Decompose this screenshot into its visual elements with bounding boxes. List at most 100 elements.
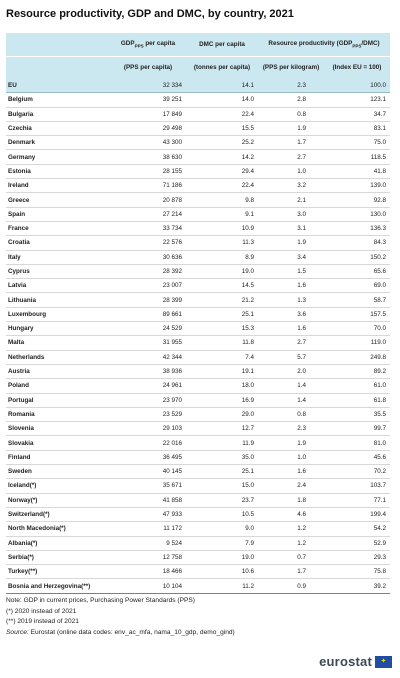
row-gdp: 30 636 — [110, 250, 186, 265]
row-gdp: 35 671 — [110, 478, 186, 494]
row-dmc: 22.4 — [186, 107, 258, 122]
row-index: 103.7 — [324, 478, 390, 494]
row-dmc: 19.0 — [186, 550, 258, 566]
row-resource-productivity: 0.8 — [258, 407, 324, 423]
row-country: Finland — [6, 450, 110, 466]
table-row: Latvia 23 007 14.5 1.6 69.0 — [6, 278, 390, 294]
row-index: 136.3 — [324, 221, 390, 237]
row-resource-productivity: 1.3 — [258, 292, 324, 308]
table-row: Estonia 28 155 29.4 1.0 41.8 — [6, 164, 390, 180]
row-gdp: 28 155 — [110, 164, 186, 180]
row-index: 81.0 — [324, 435, 390, 451]
row-country: Norway(*) — [6, 493, 110, 508]
row-index: 139.0 — [324, 178, 390, 194]
table-row: Serbia(*) 12 758 19.0 0.7 29.3 — [6, 550, 390, 566]
row-index: 119.0 — [324, 335, 390, 351]
row-gdp: 47 933 — [110, 507, 186, 523]
row-resource-productivity: 1.9 — [258, 235, 324, 251]
row-dmc: 23.7 — [186, 493, 258, 508]
row-resource-productivity: 1.6 — [258, 278, 324, 294]
table-row: Croatia 22 576 11.3 1.9 84.3 — [6, 235, 390, 251]
table-row: France 33 734 10.9 3.1 136.3 — [6, 221, 390, 237]
table-row: North Macedonia(*) 11 172 9.0 1.2 54.2 — [6, 521, 390, 537]
note-2020: (*) 2020 instead of 2021 — [6, 607, 77, 615]
row-country: Serbia(*) — [6, 550, 110, 566]
table-row: Finland 36 495 35.0 1.0 45.6 — [6, 450, 390, 466]
header-dmc-unit: (tonnes per capita) — [186, 56, 258, 79]
row-resource-productivity: 2.7 — [258, 335, 324, 351]
row-country: Slovenia — [6, 421, 110, 437]
header-resource-productivity: Resource productivity (GDPPPS/DMC) — [258, 33, 390, 57]
table-row: Czechia 29 498 15.5 1.9 83.1 — [6, 121, 390, 137]
row-country: Slovakia — [6, 435, 110, 451]
row-resource-productivity: 1.2 — [258, 536, 324, 551]
row-gdp: 27 214 — [110, 207, 186, 222]
table-body: EU 32 334 14.1 2.3 100.0 Belgium 39 251 14.0 2.8… — [6, 79, 390, 594]
row-resource-productivity: 2.0 — [258, 364, 324, 380]
row-dmc: 16.9 — [186, 393, 258, 408]
header-corner — [6, 33, 110, 57]
row-resource-productivity: 1.4 — [258, 393, 324, 408]
row-index: 118.5 — [324, 149, 390, 165]
row-gdp: 32 334 — [110, 79, 186, 94]
row-dmc: 9.8 — [186, 192, 258, 208]
table-row: Switzerland(*) 47 933 10.5 4.6 199.4 — [6, 507, 390, 523]
row-gdp: 33 734 — [110, 221, 186, 237]
row-index: 39.2 — [324, 578, 390, 594]
row-gdp: 40 145 — [110, 464, 186, 480]
row-gdp: 71 186 — [110, 178, 186, 194]
row-gdp: 43 300 — [110, 135, 186, 151]
row-country: Albania(*) — [6, 536, 110, 551]
row-dmc: 22.4 — [186, 178, 258, 194]
row-gdp: 39 251 — [110, 92, 186, 108]
row-index: 100.0 — [324, 79, 390, 94]
table-row: Portugal 23 970 16.9 1.4 61.8 — [6, 393, 390, 408]
eu-flag-icon: ✦ — [375, 655, 392, 668]
row-gdp: 29 103 — [110, 421, 186, 437]
row-resource-productivity: 1.6 — [258, 321, 324, 337]
table-row: Slovakia 22 016 11.9 1.9 81.0 — [6, 435, 390, 451]
row-country: Italy — [6, 250, 110, 265]
row-resource-productivity: 2.3 — [258, 421, 324, 437]
table-row: Malta 31 955 11.8 2.7 119.0 — [6, 335, 390, 351]
table-row: Belgium 39 251 14.0 2.8 123.1 — [6, 92, 390, 108]
row-country: Austria — [6, 364, 110, 380]
row-country: Croatia — [6, 235, 110, 251]
row-resource-productivity: 3.1 — [258, 221, 324, 237]
row-dmc: 14.2 — [186, 149, 258, 165]
table-row: Hungary 24 529 15.3 1.6 70.0 — [6, 321, 390, 337]
row-resource-productivity: 1.8 — [258, 493, 324, 508]
row-country: France — [6, 221, 110, 237]
row-gdp: 41 858 — [110, 493, 186, 508]
row-country: Estonia — [6, 164, 110, 180]
row-dmc: 10.6 — [186, 564, 258, 580]
row-index: 29.3 — [324, 550, 390, 566]
row-dmc: 12.7 — [186, 421, 258, 437]
page-title: Resource productivity, GDP and DMC, by c… — [6, 8, 294, 20]
row-gdp: 38 630 — [110, 149, 186, 165]
table-row: Austria 38 936 19.1 2.0 89.2 — [6, 364, 390, 380]
row-dmc: 29.0 — [186, 407, 258, 423]
row-resource-productivity: 2.7 — [258, 149, 324, 165]
row-index: 77.1 — [324, 493, 390, 508]
row-dmc: 9.1 — [186, 207, 258, 222]
row-gdp: 28 399 — [110, 292, 186, 308]
row-country: Netherlands — [6, 350, 110, 365]
row-dmc: 10.9 — [186, 221, 258, 237]
row-country: Lithuania — [6, 292, 110, 308]
table-row: Slovenia 29 103 12.7 2.3 99.7 — [6, 421, 390, 437]
row-country: Cyprus — [6, 264, 110, 280]
row-index: 54.2 — [324, 521, 390, 537]
row-gdp: 22 016 — [110, 435, 186, 451]
row-index: 35.5 — [324, 407, 390, 423]
table-row-eu: EU 32 334 14.1 2.3 100.0 — [6, 79, 390, 94]
row-index: 75.8 — [324, 564, 390, 580]
row-index: 84.3 — [324, 235, 390, 251]
row-dmc: 25.1 — [186, 464, 258, 480]
footnotes: Note: GDP in current prices, Purchasing … — [6, 596, 235, 638]
row-gdp: 28 392 — [110, 264, 186, 280]
row-gdp: 29 498 — [110, 121, 186, 137]
row-country: Turkey(**) — [6, 564, 110, 580]
table-row: Turkey(**) 18 466 10.6 1.7 75.8 — [6, 564, 390, 580]
row-index: 52.9 — [324, 536, 390, 551]
